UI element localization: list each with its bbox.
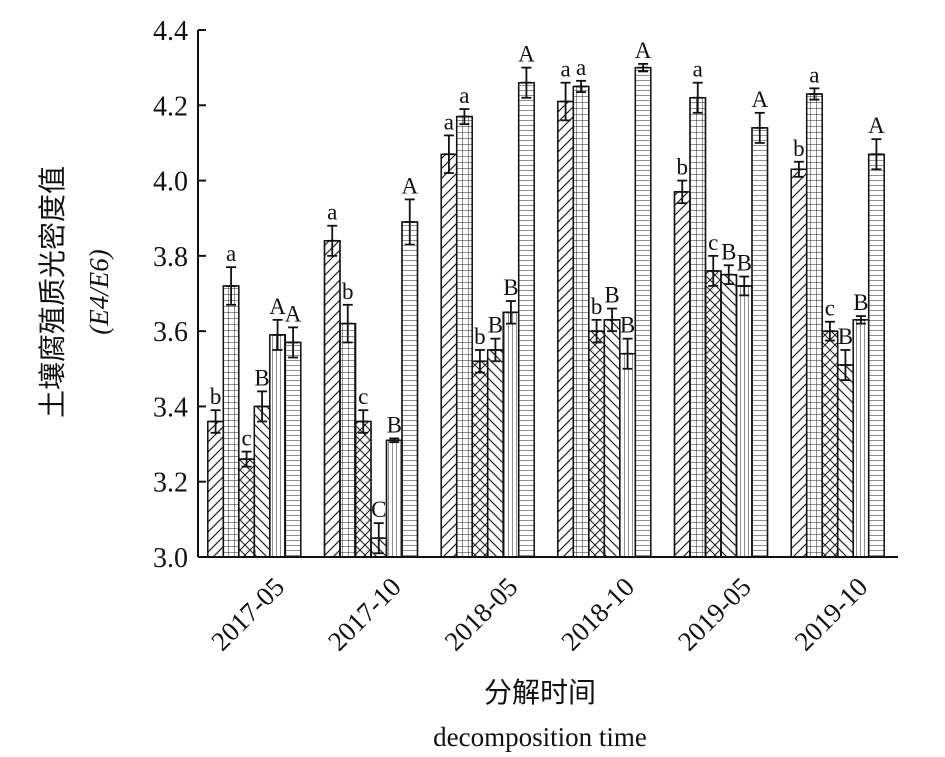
significance-label: a bbox=[444, 109, 454, 134]
bar bbox=[253, 405, 271, 558]
significance-label: a bbox=[459, 83, 469, 108]
significance-label: A bbox=[401, 173, 418, 198]
bar bbox=[323, 240, 341, 558]
significance-label: A bbox=[285, 301, 302, 326]
significance-label: A bbox=[518, 42, 535, 67]
significance-label: B bbox=[620, 313, 635, 338]
significance-label: A bbox=[868, 113, 885, 138]
bar bbox=[207, 420, 225, 558]
bar bbox=[269, 334, 287, 558]
y-tick-label: 3.8 bbox=[153, 242, 188, 273]
bar bbox=[805, 93, 823, 558]
x-tick-label: 2019-10 bbox=[789, 572, 874, 657]
bar bbox=[836, 364, 854, 558]
significance-label: a bbox=[226, 241, 236, 266]
significance-label: A bbox=[751, 87, 768, 112]
bar bbox=[720, 273, 738, 558]
significance-label: b bbox=[677, 155, 689, 180]
x-tick-label: 2018-05 bbox=[439, 572, 524, 657]
y-tick-label: 3.4 bbox=[153, 392, 188, 423]
bar bbox=[284, 341, 302, 558]
bar bbox=[619, 353, 637, 558]
bar bbox=[238, 458, 256, 558]
bar bbox=[222, 285, 240, 558]
significance-label: A bbox=[269, 294, 286, 319]
bar bbox=[401, 221, 419, 558]
significance-label: b bbox=[210, 384, 222, 409]
bar bbox=[704, 270, 722, 558]
bar bbox=[557, 100, 575, 558]
y-axis: 3.0 3.2 3.4 3.6 3.8 4.0 4.2 4.4 bbox=[153, 16, 206, 574]
bar bbox=[689, 97, 707, 558]
significance-label: a bbox=[576, 55, 586, 80]
significance-label: c bbox=[708, 230, 718, 255]
significance-label: b bbox=[474, 324, 486, 349]
significance-label: C bbox=[371, 497, 386, 522]
bar bbox=[440, 153, 458, 558]
significance-label: c bbox=[241, 426, 251, 451]
x-axis-title: 分解时间 bbox=[484, 676, 596, 709]
bar bbox=[385, 439, 403, 558]
significance-label: B bbox=[503, 275, 518, 300]
bar bbox=[502, 311, 520, 558]
bar bbox=[735, 285, 753, 558]
bar bbox=[486, 349, 504, 558]
y-tick-label: 3.0 bbox=[153, 543, 188, 574]
y-tick-label: 4.4 bbox=[153, 16, 188, 47]
bar bbox=[790, 168, 808, 558]
significance-label: A bbox=[635, 38, 652, 63]
y-tick-label: 3.6 bbox=[153, 317, 188, 348]
y-tick-label: 4.0 bbox=[153, 167, 188, 198]
significance-label: B bbox=[838, 324, 853, 349]
y-axis-title: 土壤腐殖质光密度值 bbox=[36, 166, 69, 418]
bar bbox=[455, 115, 473, 558]
significance-label: c bbox=[358, 384, 368, 409]
significance-label: b bbox=[793, 136, 805, 161]
bar bbox=[852, 319, 870, 558]
bars-group bbox=[207, 62, 885, 558]
significance-label: c bbox=[825, 296, 835, 321]
significance-label: b bbox=[591, 294, 603, 319]
bar bbox=[354, 420, 372, 558]
y-axis-formula: (E4/E6) bbox=[84, 249, 114, 334]
significance-label: B bbox=[721, 239, 736, 264]
y-tick-label: 4.2 bbox=[153, 91, 188, 122]
significance-label: B bbox=[737, 251, 752, 276]
significance-label: B bbox=[853, 290, 868, 315]
bar bbox=[821, 330, 839, 558]
significance-label: b bbox=[342, 279, 354, 304]
bar bbox=[634, 66, 652, 558]
bar bbox=[751, 127, 769, 558]
x-axis: 2017-05 2017-10 2018-05 2018-10 2019-05 2019-… bbox=[198, 550, 898, 656]
bar bbox=[588, 330, 606, 558]
significance-label: a bbox=[809, 62, 819, 87]
bar bbox=[867, 153, 885, 558]
x-axis-title-en: decomposition time bbox=[433, 722, 647, 752]
x-tick-label: 2019-05 bbox=[672, 572, 757, 657]
bar bbox=[572, 85, 590, 558]
significance-label: a bbox=[693, 57, 703, 82]
bar bbox=[673, 191, 691, 558]
significance-label: B bbox=[488, 313, 503, 338]
bar bbox=[471, 360, 489, 558]
y-tick-label: 3.2 bbox=[153, 468, 188, 499]
significance-label: B bbox=[387, 412, 402, 437]
bar bbox=[603, 319, 621, 558]
significance-label: a bbox=[560, 57, 570, 82]
significance-label: a bbox=[327, 200, 337, 225]
x-tick-label: 2018-10 bbox=[555, 572, 640, 657]
x-tick-label: 2017-10 bbox=[322, 572, 407, 657]
x-tick-label: 2017-05 bbox=[205, 572, 290, 657]
significance-label: B bbox=[254, 365, 269, 390]
bar bbox=[339, 322, 357, 558]
significance-label: B bbox=[604, 283, 619, 308]
bar bbox=[517, 81, 535, 558]
